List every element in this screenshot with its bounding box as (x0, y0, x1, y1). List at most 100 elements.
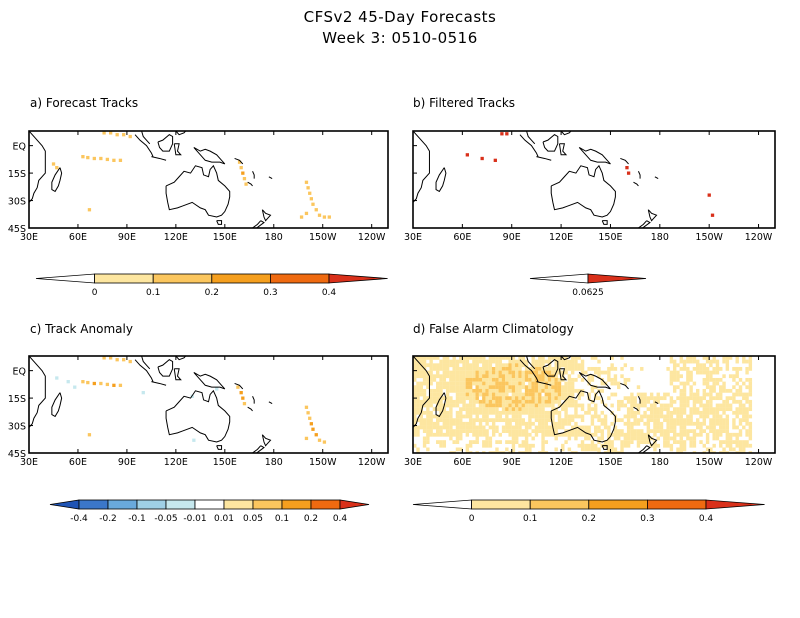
density-cell (455, 440, 460, 444)
density-cell (564, 381, 568, 386)
density-cell (528, 418, 532, 423)
density-cell (445, 388, 450, 393)
density-cell (748, 385, 753, 390)
track-cell (308, 191, 312, 195)
density-cell (656, 443, 660, 448)
density-cell (468, 425, 473, 430)
density-cell (501, 396, 506, 401)
density-cell (577, 356, 581, 360)
density-cell (692, 407, 697, 412)
density-cell (442, 418, 447, 423)
density-cell (689, 377, 693, 382)
density-cell (672, 399, 677, 404)
density-cell (426, 425, 430, 430)
density-cell (722, 418, 726, 423)
density-cell (567, 388, 572, 393)
density-cell (557, 396, 562, 401)
density-cell (603, 440, 608, 444)
density-cell (508, 410, 512, 415)
density-cell (515, 366, 519, 371)
density-cell (669, 359, 674, 364)
density-cell (551, 399, 555, 404)
coastline-newcal (247, 406, 253, 412)
x-tick-label: 90E (503, 232, 521, 243)
density-cell (653, 407, 657, 412)
density-cell (564, 421, 568, 426)
density-cell (445, 374, 450, 379)
density-cell (630, 403, 634, 408)
density-cell (672, 421, 677, 426)
density-cell (468, 381, 473, 386)
density-cell (577, 396, 581, 401)
density-cell (459, 429, 463, 434)
density-cell (699, 363, 703, 368)
density-cell (636, 421, 641, 426)
density-cell (511, 429, 516, 434)
density-cell (541, 436, 545, 441)
density-cell (574, 399, 578, 404)
density-cell (682, 385, 687, 390)
density-cell (445, 399, 450, 404)
density-cell (738, 377, 743, 382)
panel-b-title: b) Filtered Tracks (413, 96, 516, 110)
density-cell (498, 377, 502, 382)
density-cell (679, 436, 683, 441)
density-cell (709, 425, 713, 430)
density-cell (491, 359, 496, 364)
density-cell (485, 403, 489, 408)
coastline-madagascar (51, 167, 63, 193)
density-cell (462, 363, 466, 368)
density-cell (587, 403, 591, 408)
track-cell (239, 166, 243, 170)
panel-frame (28, 355, 389, 454)
density-cell (607, 451, 611, 453)
density-cell (722, 410, 726, 415)
colorbar-label: 0.1 (146, 288, 160, 298)
density-cell (505, 392, 509, 397)
track-cell (311, 202, 315, 206)
density-cell (580, 403, 585, 408)
density-cell (551, 414, 555, 419)
density-cell (449, 370, 453, 375)
density-cell (735, 425, 739, 430)
density-cell (429, 403, 433, 408)
density-cell (682, 392, 687, 397)
density-cell (580, 440, 585, 444)
density-cell (505, 377, 509, 382)
density-cell (482, 388, 486, 393)
density-cell (725, 443, 730, 448)
density-cell (432, 407, 437, 412)
density-cell (709, 410, 713, 415)
density-cell (478, 429, 483, 434)
density-cell (672, 377, 677, 382)
density-cell (567, 381, 572, 386)
density-cell (705, 374, 710, 379)
density-cell (445, 403, 450, 408)
density-cell (534, 388, 539, 393)
coastline-malay (526, 131, 536, 145)
density-cell (511, 414, 516, 419)
density-cell (413, 410, 417, 415)
density-cell (541, 425, 545, 430)
density-cell (452, 432, 456, 437)
density-cell (422, 425, 427, 430)
density-cell (528, 388, 532, 393)
density-cell (544, 451, 549, 453)
density-cell (725, 403, 730, 408)
density-cell (485, 432, 489, 437)
density-cell (666, 425, 670, 430)
density-cell (725, 359, 730, 364)
density-cell (633, 436, 637, 441)
density-cell (630, 414, 634, 419)
density-cell (498, 370, 502, 375)
density-cell (551, 396, 555, 401)
density-cell (570, 377, 575, 382)
density-cell (722, 421, 726, 426)
density-cell (544, 366, 549, 371)
density-cell (472, 377, 476, 382)
track-cell (92, 156, 96, 161)
density-cell (429, 399, 433, 404)
density-cell (722, 407, 726, 412)
density-cell (564, 392, 568, 397)
density-cell (577, 374, 581, 379)
